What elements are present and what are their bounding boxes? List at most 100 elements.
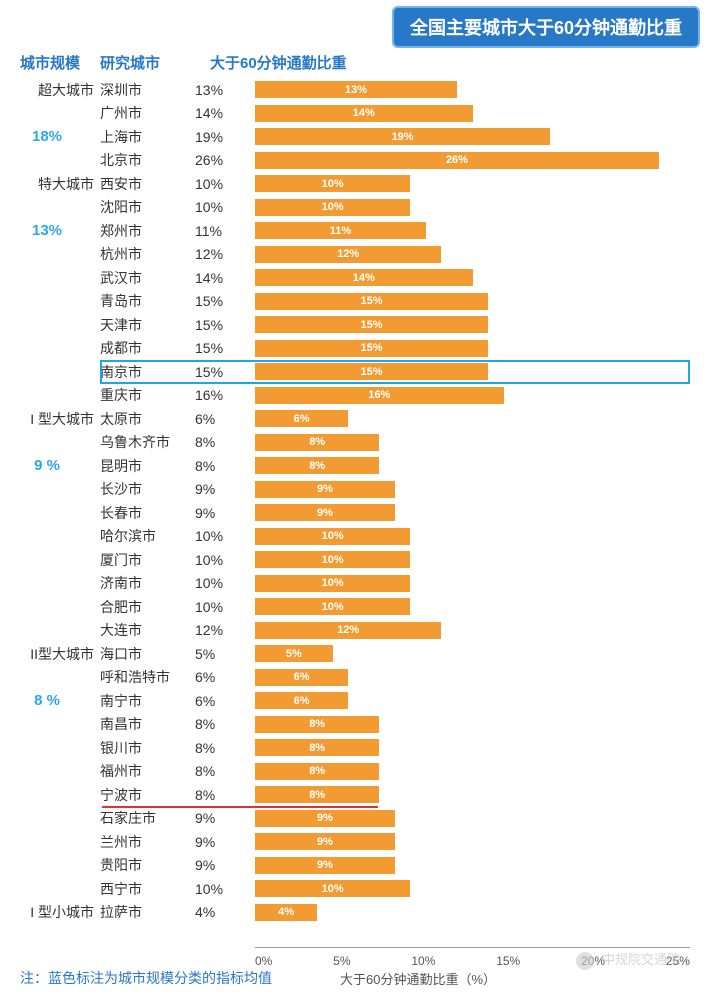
group-avg: 13%	[0, 222, 100, 239]
pct-cell: 9%	[195, 505, 255, 521]
bar: 9%	[255, 833, 395, 850]
city-cell: 南昌市	[100, 714, 195, 734]
chart-area: 超大城市深圳市13%13%广州市 14% 14% 上海市19%19%18%北京市26%…	[0, 78, 720, 924]
table-row: 宁波市8%8%	[0, 783, 720, 807]
pct-cell: 8%	[195, 458, 255, 474]
header-scale: 城市规模	[0, 52, 100, 73]
bar-wrap: 19%	[255, 125, 690, 149]
city-cell: 宁波市	[100, 785, 195, 805]
bar: 14%	[255, 105, 473, 122]
x-axis-line	[255, 947, 690, 948]
footnote: 注：蓝色标注为城市规模分类的指标均值	[20, 968, 272, 988]
city-cell: 西宁市	[100, 879, 195, 899]
table-row: 西宁市10%10%	[0, 877, 720, 901]
table-row: 青岛市15%15%	[0, 290, 720, 314]
bar-wrap: 10%	[255, 196, 690, 220]
pct-cell: 8%	[195, 763, 255, 779]
city-cell: 福州市	[100, 761, 195, 781]
city-cell: 哈尔滨市	[100, 526, 195, 546]
pct-cell: 10%	[195, 199, 255, 215]
table-row: 重庆市16%16%	[0, 384, 720, 408]
bar: 8%	[255, 457, 379, 474]
watermark-icon	[576, 952, 594, 970]
bar: 10%	[255, 175, 410, 192]
bar: 6%	[255, 669, 348, 686]
header-pct: 大于60分钟通勤比重	[200, 52, 380, 73]
x-tick: 15%	[496, 954, 520, 968]
pct-cell: 10%	[195, 176, 255, 192]
table-row: 福州市8%8%	[0, 760, 720, 784]
bar-wrap: 10%	[255, 595, 690, 619]
bar: 10%	[255, 575, 410, 592]
scale-cell: II型大城市	[0, 644, 100, 664]
bar-wrap: 8%	[255, 454, 690, 478]
city-cell: 天津市	[100, 315, 195, 335]
bar-wrap: 8%	[255, 760, 690, 784]
header-city: 研究城市	[100, 52, 200, 73]
table-row: 合肥市10%10%	[0, 595, 720, 619]
city-cell: 贵阳市	[100, 855, 195, 875]
bar: 10%	[255, 880, 410, 897]
bar-wrap: 4%	[255, 901, 690, 925]
pct-cell: 15%	[195, 317, 255, 333]
bar: 13%	[255, 81, 457, 98]
city-cell: 西安市	[100, 174, 195, 194]
pct-cell: 8%	[195, 787, 255, 803]
bar: 8%	[255, 763, 379, 780]
pct-cell: 10%	[195, 552, 255, 568]
bar-wrap: 14%	[255, 266, 690, 290]
city-cell: 厦门市	[100, 550, 195, 570]
table-row: 长沙市9%9%	[0, 478, 720, 502]
table-row: 南宁市6%6%8 %	[0, 689, 720, 713]
watermark-text: 中规院交通院	[602, 952, 680, 967]
bar-wrap: 6%	[255, 407, 690, 431]
bar-wrap: 15%	[255, 313, 690, 337]
bar: 8%	[255, 739, 379, 756]
table-row: 上海市19%19%18%	[0, 125, 720, 149]
pct-cell: 6%	[195, 411, 255, 427]
city-cell: 合肥市	[100, 597, 195, 617]
bar: 10%	[255, 551, 410, 568]
group-avg: 8 %	[0, 692, 100, 709]
bar-wrap: 8%	[255, 431, 690, 455]
pct-cell: 13%	[195, 82, 255, 98]
red-underline	[102, 806, 378, 808]
bar-wrap: 6%	[255, 666, 690, 690]
pct-cell: 6%	[195, 693, 255, 709]
bar-wrap: 8%	[255, 736, 690, 760]
scale-cell: 特大城市	[0, 174, 100, 194]
bar-wrap: 15%	[255, 337, 690, 361]
bar: 8%	[255, 434, 379, 451]
table-row: 郑州市11%11%13%	[0, 219, 720, 243]
group-avg: 9 %	[0, 457, 100, 474]
bar-wrap: 9%	[255, 854, 690, 878]
city-cell: 重庆市	[100, 385, 195, 405]
bar-wrap: 12%	[255, 243, 690, 267]
bar-wrap: 8%	[255, 713, 690, 737]
table-row: 兰州市9%9%	[0, 830, 720, 854]
city-cell: 青岛市	[100, 291, 195, 311]
table-row: 沈阳市10%10%	[0, 196, 720, 220]
table-row: II型大城市海口市5%5%	[0, 642, 720, 666]
scale-cell: I 型大城市	[0, 409, 100, 429]
city-cell: 武汉市	[100, 268, 195, 288]
city-cell: 长春市	[100, 503, 195, 523]
city-cell: 兰州市	[100, 832, 195, 852]
pct-cell: 26%	[195, 152, 255, 168]
table-row: 广州市14%14%	[0, 102, 720, 126]
scale-cell: I 型小城市	[0, 902, 100, 922]
pct-cell: 11%	[195, 223, 255, 239]
pct-cell: 9%	[195, 481, 255, 497]
city-cell: 深圳市	[100, 80, 195, 100]
bar: 15%	[255, 293, 488, 310]
table-row: 大连市12%12%	[0, 619, 720, 643]
table-row: 北京市26%26%	[0, 149, 720, 173]
city-cell: 大连市	[100, 620, 195, 640]
table-row: 南昌市8%8%	[0, 713, 720, 737]
table-row: 超大城市深圳市13%13%	[0, 78, 720, 102]
table-row: 天津市15%15%	[0, 313, 720, 337]
city-cell: 南宁市	[100, 691, 195, 711]
city-cell: 广州市	[100, 103, 195, 123]
city-cell: 郑州市	[100, 221, 195, 241]
table-row: 哈尔滨市10%10%	[0, 525, 720, 549]
